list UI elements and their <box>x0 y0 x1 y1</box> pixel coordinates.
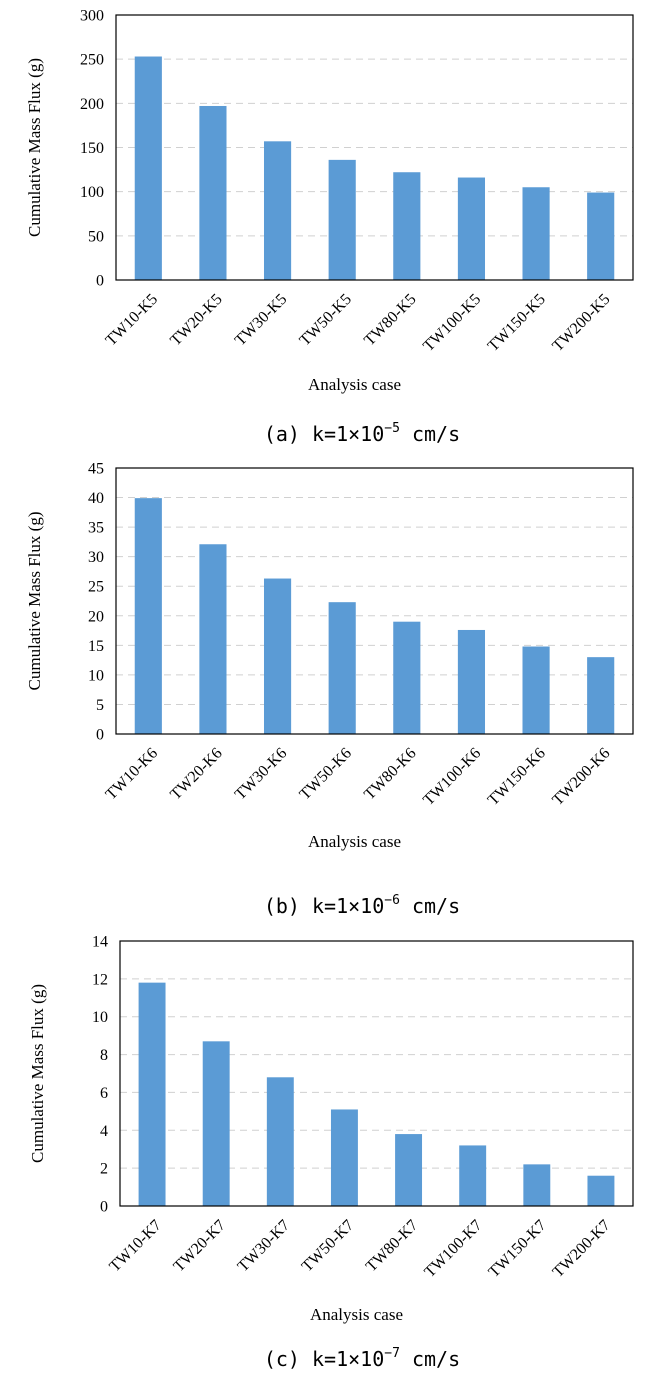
y-tick-label: 10 <box>88 667 104 684</box>
bar-TW150-K7 <box>523 1164 551 1206</box>
y-tick-label: 100 <box>80 184 104 201</box>
x-tick-label: TW150-K5 <box>485 291 549 355</box>
x-tick-label: TW20-K7 <box>170 1217 229 1276</box>
y-tick-label: 35 <box>88 520 104 537</box>
x-tick-label: TW30-K6 <box>232 745 291 804</box>
bar-TW30-K7 <box>266 1077 294 1206</box>
x-tick-label: TW200-K6 <box>549 745 613 809</box>
y-tick-label: 45 <box>88 461 104 478</box>
y-tick-label: 8 <box>100 1047 108 1064</box>
panel-caption: (a) k=1×10−5 cm/s <box>264 421 460 446</box>
bar-TW20-K5 <box>199 105 227 280</box>
y-tick-label: 14 <box>92 934 108 951</box>
y-tick-label: 5 <box>96 697 104 714</box>
bar-TW80-K7 <box>395 1134 423 1206</box>
x-tick-label: TW100-K5 <box>420 291 484 355</box>
bar-TW30-K5 <box>263 141 292 280</box>
y-tick-label: 150 <box>80 140 104 157</box>
x-tick-label: TW150-K7 <box>485 1217 549 1281</box>
bar-TW20-K7 <box>202 1041 230 1206</box>
y-tick-label: 0 <box>100 1199 108 1216</box>
bar-TW10-K5 <box>134 56 162 281</box>
bar-TW50-K5 <box>328 159 356 280</box>
y-tick-label: 25 <box>88 579 104 596</box>
y-tick-label: 250 <box>80 52 104 69</box>
x-tick-label: TW150-K6 <box>485 745 549 809</box>
x-tick-label: TW80-K7 <box>363 1217 422 1276</box>
x-tick-label: TW50-K7 <box>299 1217 358 1276</box>
plot-frame <box>119 940 634 1207</box>
x-axis-title: Analysis case <box>310 1305 403 1324</box>
x-tick-label: TW50-K6 <box>296 745 355 804</box>
x-tick-label: TW50-K5 <box>296 291 355 350</box>
y-axis-title: Cumulative Mass Flux (g) <box>25 58 44 237</box>
bar-TW10-K6 <box>134 498 162 734</box>
x-tick-label: TW20-K5 <box>167 291 226 350</box>
y-tick-label: 10 <box>92 1009 108 1026</box>
plot-frame <box>115 467 634 735</box>
x-tick-label: TW30-K7 <box>235 1217 294 1276</box>
y-tick-label: 12 <box>92 971 108 988</box>
x-tick-label: TW10-K6 <box>103 745 162 804</box>
bar-TW100-K7 <box>459 1145 487 1206</box>
panel-caption: (c) k=1×10−7 cm/s <box>264 1346 460 1371</box>
bar-TW100-K6 <box>457 629 486 734</box>
bar-TW50-K6 <box>328 602 356 734</box>
bar-TW150-K6 <box>522 646 550 734</box>
bar-TW100-K5 <box>457 177 486 280</box>
bar-TW30-K6 <box>263 578 292 734</box>
y-tick-label: 0 <box>96 273 104 290</box>
plot-frame <box>115 14 634 281</box>
bar-TW200-K5 <box>587 192 615 280</box>
y-tick-label: 30 <box>88 549 104 566</box>
bar-TW200-K6 <box>587 657 615 734</box>
x-tick-label: TW20-K6 <box>167 745 226 804</box>
bar-TW50-K7 <box>330 1109 358 1206</box>
x-tick-label: TW80-K6 <box>361 745 420 804</box>
x-tick-label: TW100-K6 <box>420 745 484 809</box>
bar-TW150-K5 <box>522 187 550 280</box>
y-tick-label: 40 <box>88 490 104 507</box>
x-tick-label: TW10-K7 <box>106 1217 165 1276</box>
y-tick-label: 300 <box>80 8 104 25</box>
x-tick-label: TW200-K5 <box>549 291 613 355</box>
y-tick-label: 4 <box>100 1123 108 1140</box>
y-tick-label: 0 <box>96 727 104 744</box>
bar-TW80-K5 <box>393 172 421 280</box>
y-axis-title: Cumulative Mass Flux (g) <box>25 512 44 691</box>
bar-TW20-K6 <box>199 544 227 734</box>
y-tick-label: 15 <box>88 638 104 655</box>
x-tick-label: TW10-K5 <box>103 291 162 350</box>
bar-TW80-K6 <box>393 621 421 734</box>
bar-TW10-K7 <box>138 982 166 1206</box>
x-tick-label: TW100-K7 <box>421 1217 485 1281</box>
x-axis-title: Analysis case <box>308 375 401 394</box>
bar-TW200-K7 <box>587 1175 615 1206</box>
y-tick-label: 6 <box>100 1085 108 1102</box>
x-tick-label: TW200-K7 <box>550 1217 614 1281</box>
y-axis-title: Cumulative Mass Flux (g) <box>28 984 47 1163</box>
y-tick-label: 20 <box>88 608 104 625</box>
y-tick-label: 200 <box>80 96 104 113</box>
x-axis-title: Analysis case <box>308 832 401 851</box>
x-tick-label: TW30-K5 <box>232 291 291 350</box>
x-tick-label: TW80-K5 <box>361 291 420 350</box>
y-tick-label: 50 <box>88 228 104 245</box>
panel-caption: (b) k=1×10−6 cm/s <box>264 893 460 918</box>
y-tick-label: 2 <box>100 1161 108 1178</box>
